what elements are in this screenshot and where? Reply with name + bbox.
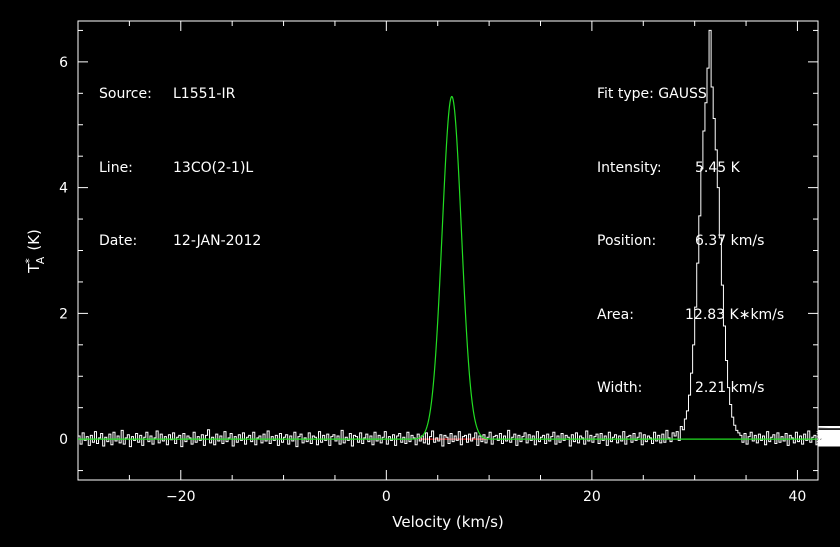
spectrum-series-line: [78, 29, 840, 448]
info-row-date: Date: 12-JAN-2012: [99, 229, 261, 254]
intensity-label: Intensity:: [597, 159, 662, 176]
y-tick-label: 0: [59, 432, 68, 448]
line-value: 13CO(2-1)L: [173, 159, 254, 176]
intensity-value: 5.45 K: [695, 159, 740, 176]
fit-type: Fit type: GAUSS: [597, 86, 707, 102]
x-tick-label: 0: [382, 489, 391, 505]
source-value: L1551-IR: [173, 86, 236, 102]
y-label-unit: (K): [25, 229, 43, 251]
fit-row-area: Area: 12.83 K∗km/s: [597, 303, 784, 328]
svg-text:T*A(K): T*A (K): [23, 229, 47, 274]
y-tick-label: 4: [59, 181, 68, 197]
x-tick-label: 20: [583, 489, 601, 505]
info-row-source: Source: L1551-IR: [99, 82, 261, 107]
y-tick-label: 6: [59, 55, 68, 71]
fit-row-position: Position: 6.37 km/s: [597, 229, 784, 254]
x-tick-label: −20: [166, 489, 196, 505]
tick-labels: −20 0 20 40 0 2 4 6: [59, 55, 806, 505]
x-tick-label: 40: [789, 489, 807, 505]
area-label: Area:: [597, 306, 634, 323]
fit-row-intensity: Intensity: 5.45 K: [597, 156, 784, 181]
source-info-panel: Source: L1551-IR Line: 13CO(2-1)L Date: 12-…: [99, 33, 261, 278]
position-label: Position:: [597, 233, 657, 249]
width-value: 2.21 km/s: [695, 380, 765, 396]
axis-ticks: [77, 21, 818, 480]
position-value: 6.37 km/s: [695, 233, 765, 249]
date-label: Date:: [99, 233, 138, 249]
width-label: Width:: [597, 380, 643, 396]
line-label: Line:: [99, 159, 133, 176]
info-row-line: Line: 13CO(2-1)L: [99, 156, 261, 181]
y-axis-label: T*A (K): [23, 229, 47, 274]
gaussian-fit-line: [78, 95, 818, 440]
area-value: 12.83 K∗km/s: [685, 306, 785, 323]
date-value: 12-JAN-2012: [173, 233, 262, 249]
y-label-sub: A: [34, 256, 47, 264]
fit-row-width: Width: 2.21 km/s: [597, 376, 784, 401]
fit-info-panel: Fit type: GAUSS Intensity: 5.45 K Positio…: [597, 33, 784, 425]
x-axis-label: Velocity (km/s): [392, 513, 503, 531]
source-label: Source:: [99, 86, 152, 102]
y-label-sup: *: [23, 258, 36, 264]
y-label-t: T: [25, 263, 43, 274]
y-tick-label: 2: [59, 306, 68, 322]
